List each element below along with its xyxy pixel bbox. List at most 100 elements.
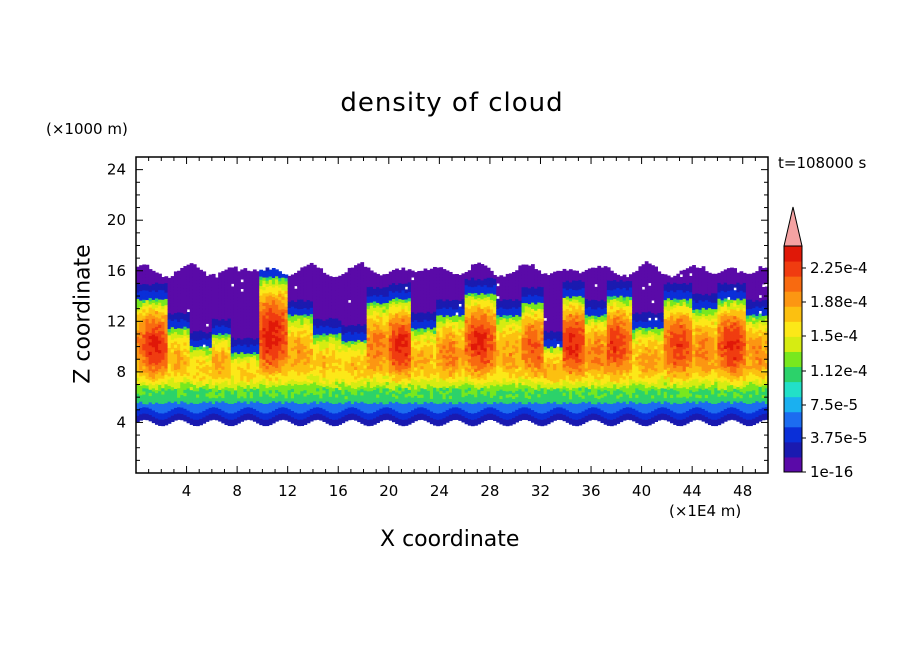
density-cell [426,418,431,423]
density-cell [347,293,352,297]
density-cell [300,400,305,404]
density-cell [189,339,194,343]
density-cell [233,392,238,397]
density-cell [262,400,267,404]
density-cell [401,270,406,275]
density-cell [452,286,456,291]
density-cell [145,384,150,389]
density-cell [388,281,393,285]
density-cell [180,267,184,272]
density-cell [366,356,371,360]
density-cell [151,403,156,408]
density-cell [177,368,181,373]
density-cell [316,412,320,417]
density-cell [344,367,349,371]
density-cell [335,406,339,411]
density-cell [271,305,276,310]
density-cell [196,277,200,281]
density-cell [341,406,346,411]
density-cell [379,366,384,371]
density-cell [177,308,181,313]
density-cell [410,384,415,389]
density-cell [423,391,428,396]
density-cell [385,340,390,345]
density-cell [407,386,412,390]
density-cell [360,296,365,301]
density-cell [316,270,320,275]
density-cell [331,359,336,363]
density-cell [196,318,200,322]
density-cell [445,419,450,423]
density-cell [420,299,425,304]
density-cell [319,372,324,377]
density-cell [189,275,194,280]
density-cell [240,307,245,312]
density-cell [173,271,178,276]
density-cell [227,273,232,278]
density-cell [429,328,434,333]
density-cell [161,365,166,370]
density-cell [319,366,324,370]
density-cell [350,330,355,335]
density-cell [445,333,450,338]
density-cell [183,392,188,397]
density-cell [369,409,374,414]
density-cell [205,326,210,331]
density-cell [439,403,444,407]
density-cell [379,398,384,403]
density-cell [436,280,440,284]
density-cell [199,269,203,274]
density-cell [218,342,222,346]
density-cell [196,289,200,294]
density-cell [331,349,336,354]
density-cell [139,388,143,393]
density-cell [294,336,298,340]
density-cell [151,365,156,370]
density-cell [398,276,403,281]
density-cell [183,345,188,349]
density-cell [136,345,140,350]
density-cell [458,312,463,317]
density-cell [148,332,153,337]
density-cell [202,318,207,323]
density-cell [215,318,219,323]
density-cell [376,277,380,281]
density-cell [136,336,140,340]
density-cell [281,384,286,389]
density-cell [189,367,194,372]
density-cell [439,406,444,410]
density-cell [218,354,222,359]
density-cell [275,310,279,315]
density-cell [347,356,352,361]
density-cell [410,374,415,379]
density-cell [360,353,365,358]
density-cell [347,324,352,329]
density-cell [180,381,184,386]
density-cell [309,414,314,419]
density-cell [287,320,292,324]
density-cell [142,416,147,420]
density-cell [420,296,425,300]
density-cell [455,371,459,376]
density-cell [192,321,197,325]
density-cell [455,349,459,354]
density-cell [256,388,260,392]
density-cell [177,289,181,294]
density-cell [325,394,330,399]
density-cell [215,280,219,285]
density-cell [224,294,229,299]
density-cell [158,358,162,363]
density-cell [284,407,289,411]
density-cell [230,289,235,294]
density-cell [233,288,238,293]
density-cell [259,408,263,413]
density-cell [211,368,216,373]
density-cell [218,373,222,378]
density-cell [382,378,387,383]
density-cell [328,317,333,322]
density-cell [259,418,263,422]
density-cell [136,380,140,385]
density-cell [309,386,314,390]
density-cell [436,299,440,303]
density-cell [148,319,153,324]
